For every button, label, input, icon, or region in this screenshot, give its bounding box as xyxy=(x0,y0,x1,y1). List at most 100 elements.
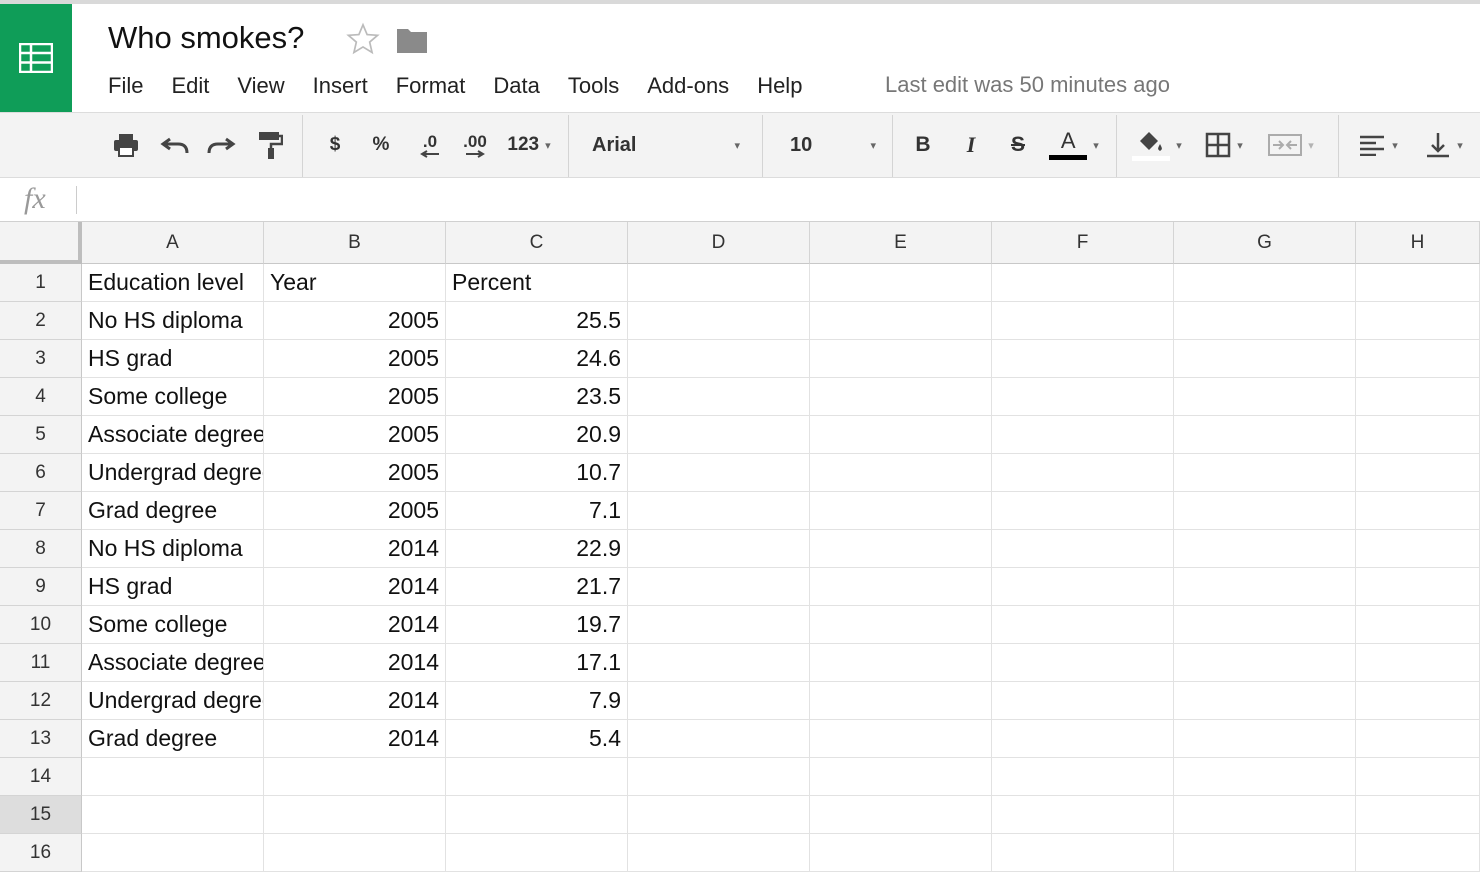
cell-f2[interactable] xyxy=(992,302,1174,340)
vertical-align-button[interactable]: ▾ xyxy=(1414,113,1474,177)
menu-data[interactable]: Data xyxy=(493,73,540,98)
font-size-select[interactable]: 10 ▾ xyxy=(774,113,882,177)
column-header-f[interactable]: F xyxy=(992,222,1174,264)
cell-c7[interactable]: 7.1 xyxy=(446,492,628,530)
cell-c9[interactable]: 21.7 xyxy=(446,568,628,606)
cell-a5[interactable]: Associate degree xyxy=(82,416,264,454)
cell-c3[interactable]: 24.6 xyxy=(446,340,628,378)
cell-f12[interactable] xyxy=(992,682,1174,720)
menu-view[interactable]: View xyxy=(237,73,285,98)
cell-a13[interactable]: Grad degree xyxy=(82,720,264,758)
cell-a9[interactable]: HS grad xyxy=(82,568,264,606)
cell-d8[interactable] xyxy=(628,530,810,568)
cell-d15[interactable] xyxy=(628,796,810,834)
italic-button[interactable]: I xyxy=(954,113,988,177)
folder-icon[interactable] xyxy=(396,26,428,54)
cell-a7[interactable]: Grad degree xyxy=(82,492,264,530)
row-header-14[interactable]: 14 xyxy=(0,758,82,796)
cell-f1[interactable] xyxy=(992,264,1174,302)
cell-a8[interactable]: No HS diploma xyxy=(82,530,264,568)
cell-b16[interactable] xyxy=(264,834,446,872)
cell-h12[interactable] xyxy=(1356,682,1480,720)
cell-c4[interactable]: 23.5 xyxy=(446,378,628,416)
cell-f7[interactable] xyxy=(992,492,1174,530)
cell-h6[interactable] xyxy=(1356,454,1480,492)
row-header-9[interactable]: 9 xyxy=(0,568,82,606)
paint-format-button[interactable] xyxy=(252,113,288,177)
font-family-select[interactable]: Arial ▾ xyxy=(580,113,752,177)
column-header-h[interactable]: H xyxy=(1356,222,1480,264)
borders-button[interactable]: ▾ xyxy=(1196,113,1252,177)
cell-b13[interactable]: 2014 xyxy=(264,720,446,758)
column-header-a[interactable]: A xyxy=(82,222,264,264)
row-header-7[interactable]: 7 xyxy=(0,492,82,530)
cell-e2[interactable] xyxy=(810,302,992,340)
menu-file[interactable]: File xyxy=(108,73,144,98)
cell-g16[interactable] xyxy=(1174,834,1356,872)
row-header-6[interactable]: 6 xyxy=(0,454,82,492)
cell-e12[interactable] xyxy=(810,682,992,720)
star-icon[interactable] xyxy=(346,22,380,56)
cell-e5[interactable] xyxy=(810,416,992,454)
cell-e6[interactable] xyxy=(810,454,992,492)
cell-g10[interactable] xyxy=(1174,606,1356,644)
cell-g13[interactable] xyxy=(1174,720,1356,758)
cell-g3[interactable] xyxy=(1174,340,1356,378)
cell-e1[interactable] xyxy=(810,264,992,302)
cell-a1[interactable]: Education level xyxy=(82,264,264,302)
cell-d1[interactable] xyxy=(628,264,810,302)
cell-b3[interactable]: 2005 xyxy=(264,340,446,378)
cell-f6[interactable] xyxy=(992,454,1174,492)
strikethrough-button[interactable]: S xyxy=(1000,113,1036,177)
cell-e11[interactable] xyxy=(810,644,992,682)
menu-insert[interactable]: Insert xyxy=(312,73,368,98)
cell-g5[interactable] xyxy=(1174,416,1356,454)
row-header-8[interactable]: 8 xyxy=(0,530,82,568)
cell-a2[interactable]: No HS diploma xyxy=(82,302,264,340)
cell-e10[interactable] xyxy=(810,606,992,644)
menu-help[interactable]: Help xyxy=(757,73,803,98)
cell-e8[interactable] xyxy=(810,530,992,568)
column-header-b[interactable]: B xyxy=(264,222,446,264)
cell-e16[interactable] xyxy=(810,834,992,872)
select-all-corner[interactable] xyxy=(0,222,82,264)
cell-e15[interactable] xyxy=(810,796,992,834)
cell-b7[interactable]: 2005 xyxy=(264,492,446,530)
row-header-10[interactable]: 10 xyxy=(0,606,82,644)
cell-c5[interactable]: 20.9 xyxy=(446,416,628,454)
row-header-4[interactable]: 4 xyxy=(0,378,82,416)
more-formats-button[interactable]: 123 ▾ xyxy=(500,113,558,177)
cell-f4[interactable] xyxy=(992,378,1174,416)
cell-d12[interactable] xyxy=(628,682,810,720)
cell-a16[interactable] xyxy=(82,834,264,872)
cell-b1[interactable]: Year xyxy=(264,264,446,302)
cell-e3[interactable] xyxy=(810,340,992,378)
cell-e14[interactable] xyxy=(810,758,992,796)
cell-h8[interactable] xyxy=(1356,530,1480,568)
cell-h4[interactable] xyxy=(1356,378,1480,416)
cell-h13[interactable] xyxy=(1356,720,1480,758)
cell-f16[interactable] xyxy=(992,834,1174,872)
row-header-13[interactable]: 13 xyxy=(0,720,82,758)
cell-f3[interactable] xyxy=(992,340,1174,378)
row-header-2[interactable]: 2 xyxy=(0,302,82,340)
cell-b8[interactable]: 2014 xyxy=(264,530,446,568)
document-title[interactable]: Who smokes? xyxy=(108,20,305,55)
row-header-3[interactable]: 3 xyxy=(0,340,82,378)
row-header-5[interactable]: 5 xyxy=(0,416,82,454)
undo-button[interactable] xyxy=(156,113,194,177)
cell-e13[interactable] xyxy=(810,720,992,758)
cell-h14[interactable] xyxy=(1356,758,1480,796)
cell-g12[interactable] xyxy=(1174,682,1356,720)
cell-g1[interactable] xyxy=(1174,264,1356,302)
menu-edit[interactable]: Edit xyxy=(171,73,210,98)
cell-d3[interactable] xyxy=(628,340,810,378)
cell-h9[interactable] xyxy=(1356,568,1480,606)
cell-a4[interactable]: Some college xyxy=(82,378,264,416)
cell-f10[interactable] xyxy=(992,606,1174,644)
cell-g2[interactable] xyxy=(1174,302,1356,340)
bold-button[interactable]: B xyxy=(906,113,940,177)
cell-d2[interactable] xyxy=(628,302,810,340)
last-edit-link[interactable]: Last edit was 50 minutes ago xyxy=(885,72,1170,97)
cell-h7[interactable] xyxy=(1356,492,1480,530)
